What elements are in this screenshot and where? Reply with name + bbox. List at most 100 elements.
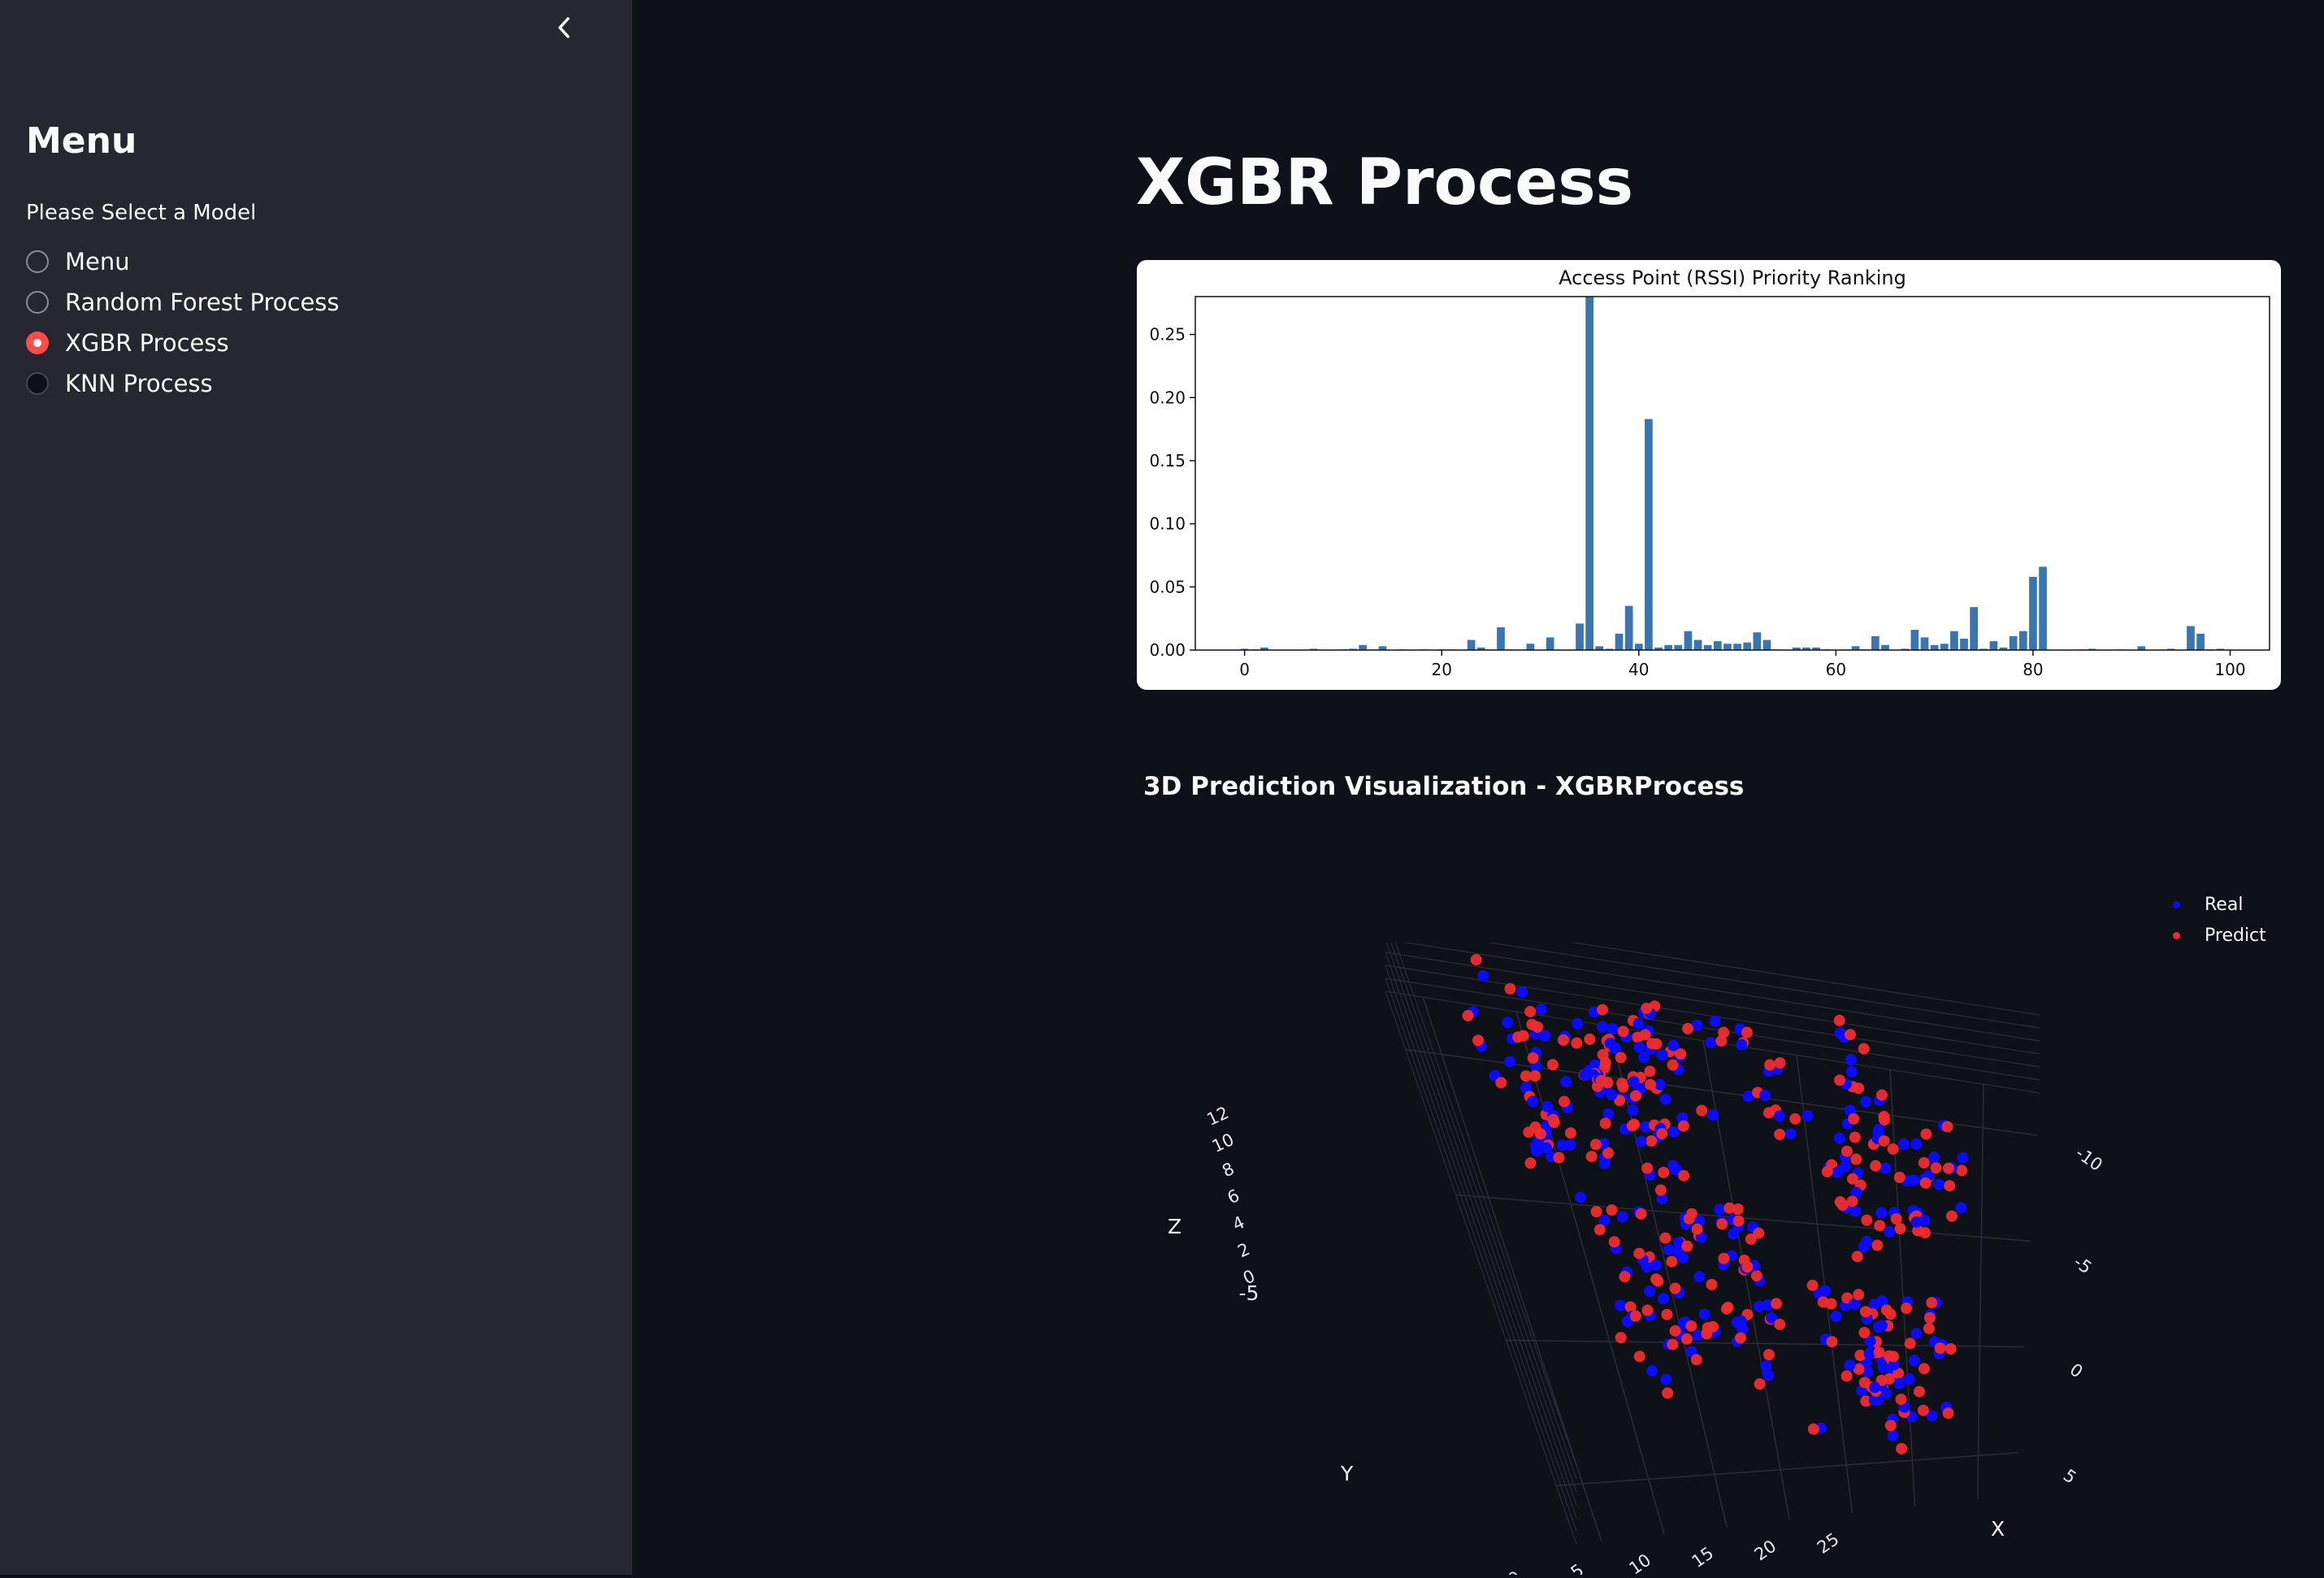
point-predict [1667, 1339, 1678, 1350]
point-real [1607, 1023, 1619, 1034]
point-predict [1504, 983, 1515, 995]
radio-button-selected[interactable] [26, 332, 49, 354]
point-predict [1641, 1003, 1652, 1014]
point-predict [1859, 1376, 1871, 1388]
point-real [1893, 1378, 1905, 1389]
point-predict [1645, 1135, 1657, 1147]
point-real [1635, 1136, 1646, 1147]
point-real [1650, 1259, 1662, 1271]
point-predict [1894, 1172, 1906, 1183]
point-real [1705, 1037, 1716, 1048]
y-tick-label: 0.15 [1149, 451, 1186, 470]
point-predict [1735, 1333, 1746, 1344]
x-tick-label: 0 [1239, 660, 1250, 679]
collapse-sidebar-button[interactable] [546, 10, 582, 46]
point-predict [1701, 1328, 1712, 1339]
bar [1723, 644, 1732, 650]
point-predict [1876, 1090, 1888, 1101]
point-predict [1891, 1213, 1902, 1225]
point-predict [1763, 1349, 1775, 1360]
point-real [1556, 1140, 1567, 1151]
point-predict [1716, 1218, 1728, 1229]
point-predict [1520, 1070, 1532, 1082]
bar [1743, 643, 1751, 650]
point-predict [1754, 1378, 1766, 1389]
point-predict [1681, 1333, 1693, 1345]
z-tick-label: 8 [1219, 1159, 1237, 1181]
point-real [1660, 1094, 1671, 1105]
point-real [1527, 1096, 1538, 1108]
point-predict [1888, 1350, 1899, 1362]
point-predict [1640, 1030, 1651, 1041]
point-predict [1696, 1105, 1707, 1116]
point-predict [1472, 1034, 1484, 1046]
x-tick-label: 20 [1431, 660, 1451, 679]
point-predict [1807, 1280, 1819, 1291]
point-real [1957, 1152, 1968, 1164]
point-real [1819, 1285, 1831, 1296]
legend-item-real[interactable]: Real [2161, 889, 2266, 920]
point-predict [1662, 1387, 1673, 1398]
point-predict [1763, 1107, 1775, 1118]
point-real [1732, 1316, 1743, 1328]
bar [2029, 577, 2037, 650]
point-real [1802, 1110, 1814, 1121]
legend-label: Real [2205, 895, 2243, 915]
point-predict [1774, 1319, 1785, 1330]
point-predict [1919, 1157, 1930, 1168]
bar [1625, 606, 1633, 650]
point-predict [1718, 1253, 1729, 1264]
point-predict [1670, 1283, 1681, 1294]
point-predict [1885, 1420, 1897, 1431]
point-real [1632, 1018, 1644, 1030]
point-predict [1847, 1173, 1858, 1185]
y-tick-label: 0.00 [1149, 640, 1186, 660]
point-predict [1924, 1312, 1936, 1324]
radio-option-menu[interactable]: Menu [26, 244, 130, 280]
x-tick-label: 60 [1826, 660, 1846, 679]
point-predict [1848, 1113, 1859, 1125]
point-real [1861, 1236, 1872, 1247]
point-predict [1594, 1224, 1606, 1235]
point-predict [1723, 1203, 1735, 1214]
radio-option-random-forest[interactable]: Random Forest Process [26, 284, 340, 320]
point-real [1876, 1320, 1888, 1331]
y-tick-label: 0.25 [1149, 325, 1186, 345]
point-predict [1826, 1336, 1837, 1347]
point-predict [1733, 1216, 1745, 1227]
point-predict [1946, 1211, 1958, 1222]
bar [1911, 630, 1919, 650]
point-predict [1597, 1004, 1608, 1016]
point-real [1911, 1216, 1923, 1228]
point-predict [1846, 1195, 1858, 1207]
point-real [1830, 1311, 1841, 1322]
x-tick-label: 80 [2023, 660, 2043, 679]
point-predict [1634, 1350, 1645, 1362]
point-real [1869, 1381, 1880, 1393]
point-predict [1741, 1027, 1753, 1038]
section-title: 3D Prediction Visualization - XGBRProces… [1143, 772, 1744, 801]
point-predict [1662, 1309, 1673, 1320]
radio-button[interactable] [26, 291, 49, 314]
point-predict [1956, 1164, 1967, 1176]
x-tick-label: -5 [2070, 1252, 2095, 1278]
radio-option-label: XGBR Process [65, 329, 229, 357]
point-real [1615, 1299, 1626, 1311]
point-real [1845, 1054, 1857, 1065]
point-predict [1896, 1443, 1907, 1454]
grid-line-z [1385, 978, 2040, 1080]
y-tick-label: 0.10 [1149, 514, 1186, 534]
bar [1871, 636, 1880, 650]
radio-button[interactable] [26, 372, 49, 395]
point-predict [1861, 1215, 1872, 1226]
bar [2039, 566, 2047, 650]
radio-option-knn[interactable]: KNN Process [26, 366, 213, 401]
radio-option-xgbr[interactable]: XGBR Process [26, 325, 229, 361]
x-axis-title: X [1991, 1517, 2005, 1541]
point-predict [1619, 1271, 1630, 1282]
radio-button[interactable] [26, 250, 49, 273]
point-predict [1935, 1342, 1946, 1354]
